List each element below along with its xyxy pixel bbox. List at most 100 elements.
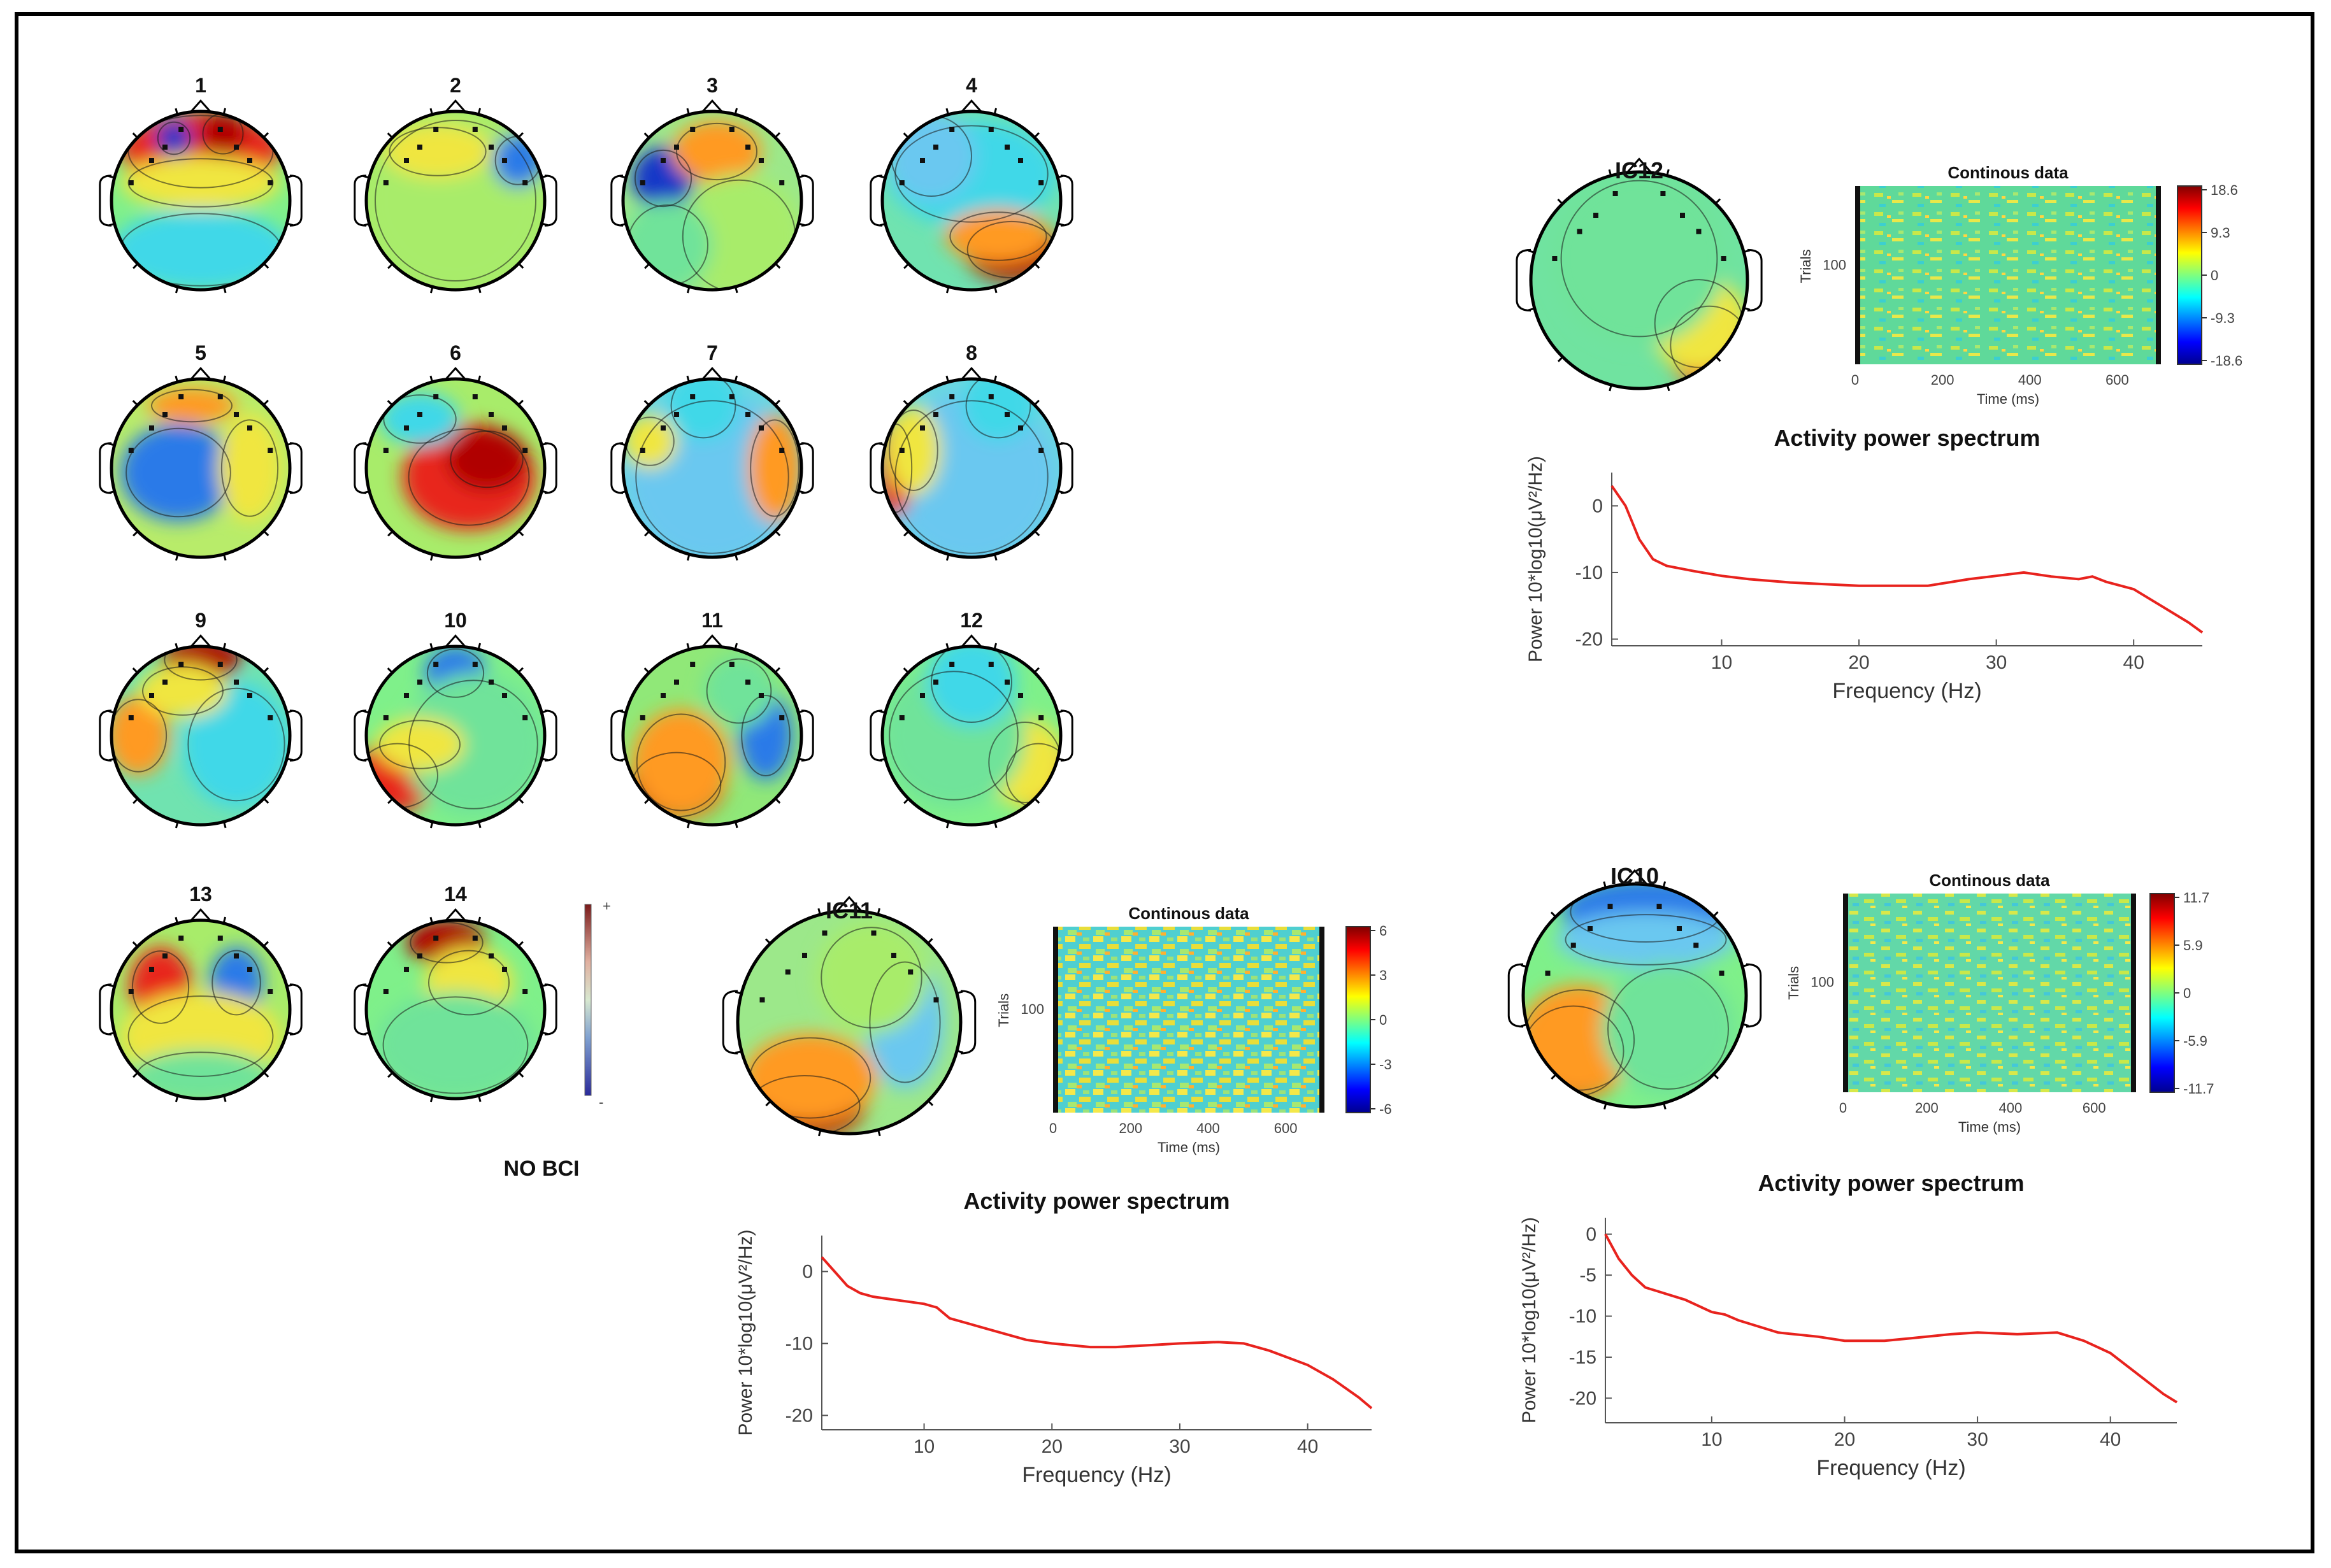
heatmap-xlabel: Time (ms) (1158, 1139, 1220, 1155)
ic11-power-spectrum: Activity power spectrum 10 20 30 40 0 -10 -20 Fr… (735, 1188, 1373, 1487)
ic10-head (1507, 869, 1762, 1110)
topomap-label-12: 12 (960, 609, 983, 632)
topomap-5 (99, 366, 303, 561)
heatmap-x-tick: 600 (2083, 1100, 2106, 1116)
heatmap-image (1843, 894, 2136, 1092)
topomap-label-2: 2 (450, 74, 461, 97)
topomap-13 (99, 908, 303, 1102)
topomap-10 (354, 634, 557, 829)
ic10-power-spectrum: Activity power spectrum 10 20 30 40 0 -5 -10 -15… (1519, 1170, 2178, 1480)
spectrum-y-tick: -5 (1579, 1265, 1596, 1286)
topomap-3 (610, 99, 814, 294)
colorbar-tick: 0 (2211, 267, 2218, 283)
topomap-9 (99, 634, 303, 829)
heatmap-x-tick: 0 (1049, 1120, 1057, 1136)
ic10-label: IC10 (1610, 863, 1659, 889)
figure-frame (15, 12, 2314, 1553)
spectrum-x-tick: 20 (1042, 1436, 1063, 1457)
spectrum-x-tick: 10 (1701, 1429, 1722, 1450)
spectrum-y-tick: 0 (1592, 495, 1603, 517)
colorbar-tick: 5.9 (2183, 937, 2203, 953)
topomap-1 (99, 99, 303, 294)
heatmap-ylabel: Trials (996, 994, 1012, 1027)
heatmap-colorbar (1345, 926, 1371, 1113)
heatmap-xlabel: Time (ms) (1958, 1119, 2021, 1135)
heatmap-x-tick: 200 (1931, 372, 1954, 388)
heatmap-x-tick: 200 (1119, 1120, 1142, 1136)
spectrum-y-tick: -10 (1569, 1306, 1596, 1327)
colorbar-tick: -9.3 (2211, 310, 2235, 326)
ic11-continuous-data: Continous data 0 200 400 600 Time (ms) 100 Tria… (996, 904, 1392, 1155)
topomap-2 (354, 99, 557, 294)
spectrum-x-tick: 40 (1297, 1436, 1318, 1457)
heatmap-x-tick: 400 (1998, 1100, 2022, 1116)
heatmap-x-tick: 600 (2105, 372, 2129, 388)
spectrum-y-tick: 0 (1586, 1224, 1596, 1245)
spectrum-y-tick: -10 (785, 1333, 813, 1354)
colorbar-tick: 0 (1379, 1012, 1387, 1028)
colorbar-tick: 11.7 (2183, 890, 2209, 906)
ic12-continuous-data: Continous data 0 200 400 600 Time (ms) 100 Tria… (1798, 163, 2242, 407)
heatmap-xlabel: Time (ms) (1977, 391, 2039, 407)
heatmap-x-tick: 400 (1196, 1120, 1220, 1136)
colorbar-tick: 9.3 (2211, 225, 2230, 241)
heatmap-image (1855, 186, 2161, 364)
spectrum-y-tick: -20 (785, 1405, 813, 1426)
topomap-label-6: 6 (450, 341, 461, 364)
spectrum-line (1610, 485, 2204, 634)
heatmap-colorbar (2149, 893, 2175, 1093)
spectrum-y-tick: -20 (1569, 1388, 1596, 1409)
colorbar-tick: 18.6 (2211, 182, 2238, 198)
heatmap-x-tick: 0 (1851, 372, 1859, 388)
heatmap-y-tick: 100 (1811, 974, 1834, 990)
topomap-label-4: 4 (966, 74, 977, 97)
spectrum-line (1604, 1233, 2178, 1404)
spectrum-xlabel: Frequency (Hz) (1832, 679, 1981, 703)
ic12-head (1516, 157, 1763, 392)
colorbar-tick: 0 (2183, 985, 2191, 1001)
spectrum-x-tick: 40 (2123, 652, 2144, 673)
spectrum-title: Activity power spectrum (963, 1188, 1230, 1214)
spectrum-line (821, 1256, 1373, 1409)
ic12-label: IC12 (1615, 157, 1663, 183)
heatmap-x-tick: 400 (2018, 372, 2042, 388)
colorbar-tick: 3 (1379, 967, 1387, 983)
spectrum-x-tick: 20 (1848, 652, 1869, 673)
ic12-topomap (1516, 157, 1763, 392)
ic11-label: IC11 (826, 897, 873, 923)
spectrum-x-tick: 30 (1986, 652, 2007, 673)
topomap-label-5: 5 (195, 341, 206, 364)
heatmap-title: Continous data (1947, 163, 2069, 182)
spectrum-xlabel: Frequency (Hz) (1816, 1456, 1965, 1480)
topomap-12 (870, 634, 1073, 829)
ic12-power-spectrum: Activity power spectrum 10 20 30 40 0 -10 -20 Fr… (1525, 425, 2204, 703)
ic11-topomap (722, 895, 977, 1137)
colorbar-tick: -3 (1379, 1057, 1392, 1073)
spectrum-x-tick: 40 (2100, 1429, 2121, 1450)
topomap-14 (354, 908, 557, 1102)
ic11-head (722, 895, 977, 1137)
heatmap-x-tick: 0 (1839, 1100, 1847, 1116)
spectrum-y-tick: 0 (802, 1261, 813, 1282)
heatmap-title: Continous data (1929, 871, 2050, 890)
spectrum-x-tick: 10 (914, 1436, 935, 1457)
colorbar-plus: + (603, 898, 611, 914)
topomap-label-13: 13 (189, 883, 212, 906)
ic10-topomap (1507, 869, 1762, 1110)
colorbar-tick: -6 (1379, 1101, 1392, 1117)
spectrum-x-tick: 10 (1711, 652, 1732, 673)
spectrum-y-tick: -20 (1575, 629, 1603, 650)
topomap-label-7: 7 (706, 341, 718, 364)
topomap-label-10: 10 (444, 609, 467, 632)
heatmap-colorbar (2177, 185, 2202, 365)
spectrum-x-tick: 30 (1169, 1436, 1190, 1457)
topomap-label-9: 9 (195, 609, 206, 632)
condition-label: NO BCI (504, 1157, 580, 1181)
heatmap-ylabel: Trials (1786, 966, 1802, 1000)
heatmap-x-tick: 200 (1915, 1100, 1939, 1116)
colorbar-tick: -11.7 (2183, 1081, 2214, 1097)
